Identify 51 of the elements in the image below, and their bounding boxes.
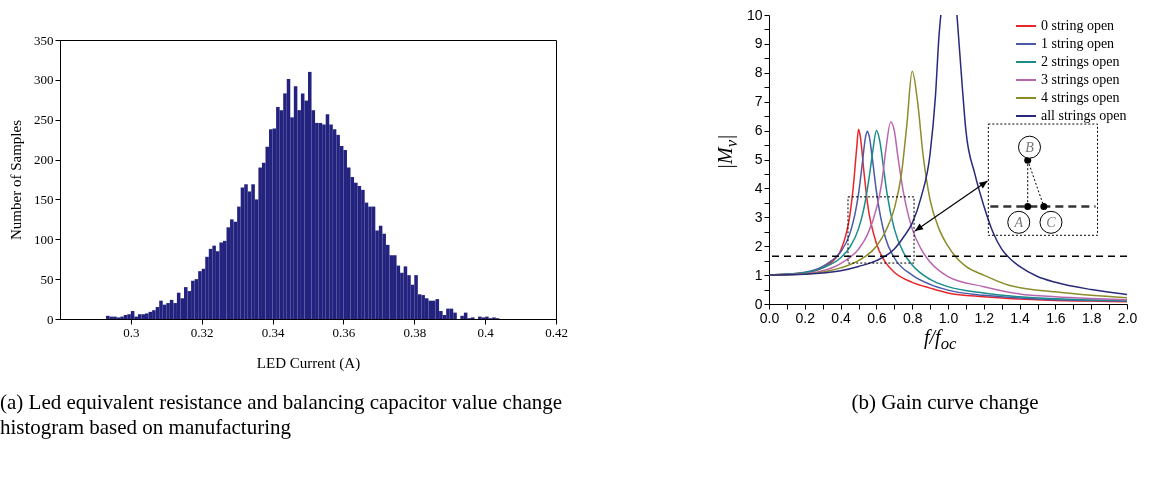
- y-axis-title: Number of Samples: [8, 119, 24, 240]
- x-tick-label: 1.4: [1010, 309, 1031, 326]
- x-tick-label: 0.2: [795, 309, 816, 326]
- y-tick-label: 100: [34, 231, 54, 247]
- y-tick-label: 200: [34, 152, 54, 168]
- y-tick-label: 0: [47, 311, 54, 327]
- x-tick-label: 0.32: [190, 324, 214, 340]
- x-tick-label: 0.36: [332, 324, 356, 340]
- y-tick-label: 4: [754, 179, 763, 196]
- x-tick-label: 2.0: [1117, 309, 1138, 326]
- x-tick-label: 1.8: [1081, 309, 1102, 326]
- y-tick-label: 1: [754, 266, 763, 283]
- legend-label: 1 string open: [1041, 36, 1115, 51]
- x-tick-label: 0.8: [902, 309, 923, 326]
- y-tick-label: 8: [754, 64, 763, 81]
- x-tick-label: 0.3: [123, 324, 140, 340]
- x-tick-label: 0.38: [403, 324, 427, 340]
- x-tick-label: 0.4: [477, 324, 495, 340]
- y-tick-label: 250: [34, 112, 54, 128]
- text: (a) Led equivalent resistance and balancing capacitor value change histogram based on manufacturing: [0, 390, 564, 440]
- y-tick-label: 6: [754, 122, 763, 139]
- annotation: C: [1046, 215, 1057, 231]
- x-axis-title: f/f$_{oc}$: [924, 326, 957, 354]
- legend-label: 0 string open: [1041, 18, 1115, 33]
- x-tick-label: 1.6: [1046, 309, 1066, 326]
- x-tick-label: 0.4: [831, 309, 852, 326]
- y-tick-label: 5: [754, 151, 763, 167]
- x-tick-label: 0.6: [867, 309, 887, 326]
- y-tick-label: 7: [754, 93, 763, 110]
- x-tick-label: 0.0: [759, 309, 780, 326]
- y-tick-label: 150: [34, 191, 54, 207]
- annotation: B: [1025, 140, 1035, 156]
- y-tick-label: 0: [754, 295, 763, 312]
- y-tick-label: 350: [34, 32, 54, 48]
- legend-label: all strings open: [1041, 108, 1127, 123]
- x-tick-label: 1.0: [938, 309, 959, 326]
- y-tick-label: 300: [34, 72, 54, 88]
- legend-label: 3 strings open: [1041, 72, 1120, 87]
- x-tick-label: 1.2: [974, 309, 995, 326]
- legend-label: 2 strings open: [1041, 54, 1120, 69]
- y-tick-label: 10: [746, 6, 763, 23]
- y-tick-label: 2: [754, 237, 763, 254]
- y-tick-label: 50: [40, 271, 54, 287]
- x-tick-label: 0.42: [545, 324, 568, 340]
- legend-label: 4 strings open: [1041, 90, 1120, 105]
- x-axis-title: LED Current (A): [256, 354, 361, 372]
- text: (b) Gain curve change: [850, 390, 1040, 415]
- y-tick-label: 9: [754, 35, 763, 52]
- y-tick-label: 3: [754, 208, 763, 225]
- x-tick-label: 0.34: [261, 324, 285, 340]
- annotation: A: [1013, 215, 1024, 231]
